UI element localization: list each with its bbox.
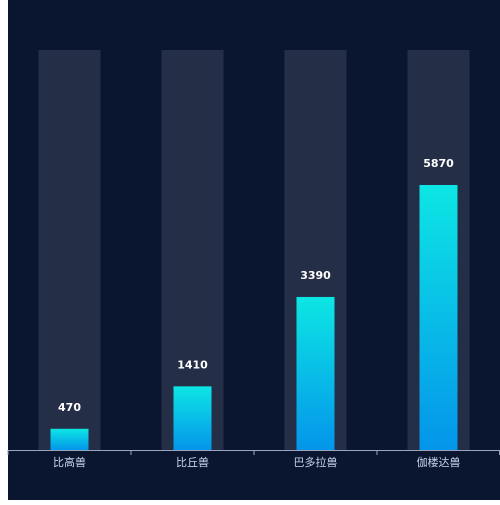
bar-track — [38, 50, 101, 450]
bar-value-label: 5870 — [423, 157, 454, 170]
bar[interactable] — [419, 184, 458, 450]
x-tick-label: 比丘兽 — [176, 455, 209, 469]
bar-track — [161, 50, 224, 450]
bar-value-label: 3390 — [300, 269, 331, 282]
bar-value-label: 1410 — [177, 358, 208, 371]
bar[interactable] — [296, 296, 335, 450]
bar[interactable] — [50, 428, 89, 450]
bar-value-label: 470 — [58, 401, 81, 414]
bar[interactable] — [173, 386, 212, 450]
x-tick-label: 巴多拉兽 — [294, 455, 338, 469]
x-tick-label: 伽楼达兽 — [417, 455, 461, 469]
x-tick-label: 比高兽 — [53, 455, 86, 469]
